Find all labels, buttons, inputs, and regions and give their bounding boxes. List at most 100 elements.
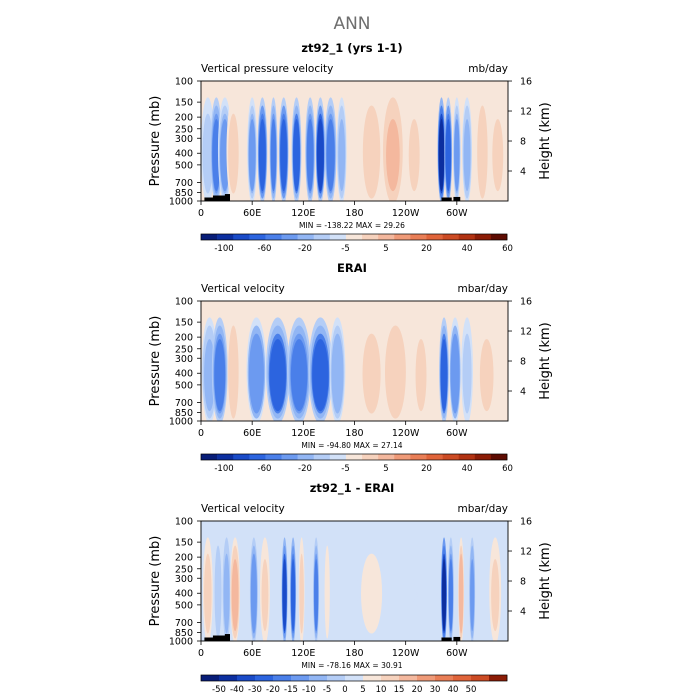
colorbar-swatch: [453, 675, 472, 681]
topography: [453, 196, 461, 201]
topography: [224, 634, 230, 641]
x-tick-label: 60E: [243, 208, 261, 219]
colorbar-label: 15: [394, 685, 405, 695]
topography: [224, 194, 230, 201]
y-tick-label: 700: [175, 618, 193, 629]
colorbar-swatch: [345, 454, 363, 460]
field-cell: [258, 119, 266, 192]
y-tick-label: 300: [175, 134, 193, 145]
x-tick-label: 120E: [291, 428, 315, 439]
x-tick-label: 60W: [446, 428, 468, 439]
x-tick-label: 180: [345, 428, 363, 439]
colorbar-frame: [200, 674, 508, 682]
height-tick-label: 4: [520, 167, 526, 178]
colorbar-label: 5: [383, 464, 388, 474]
field-cell: [448, 559, 453, 632]
colorbar-label: -5: [341, 244, 349, 254]
y-tick-label: 100: [175, 297, 193, 308]
height-tick-label: 4: [520, 387, 526, 398]
panel-title: zt92_1 - ERAI: [310, 481, 395, 496]
field-cell: [325, 559, 330, 632]
y-tick-label: 850: [175, 188, 193, 199]
field-cell: [306, 119, 314, 192]
field-cell: [470, 559, 475, 632]
height-tick-label: 16: [520, 297, 532, 308]
colorbar-swatch: [291, 675, 310, 681]
colorbar-swatch: [265, 454, 282, 460]
field-cell: [270, 119, 277, 192]
colorbar-swatch: [329, 234, 347, 240]
colorbar-swatch: [273, 675, 292, 681]
x-tick-label: 120E: [291, 648, 315, 659]
x-tick-label: 180: [345, 648, 363, 659]
topography: [212, 635, 230, 641]
topography: [212, 195, 230, 201]
x-tick-label: 0: [198, 208, 204, 219]
colorbar-swatch: [345, 234, 363, 240]
colorbar-label: 50: [466, 685, 477, 695]
colorbar-swatch: [219, 675, 238, 681]
colorbar-label: -60: [258, 464, 272, 474]
colorbar-swatch: [249, 454, 266, 460]
y-tick-label: 100: [175, 517, 193, 528]
field-cell: [314, 559, 319, 632]
field-cell: [312, 339, 329, 412]
colorbar-label: -5: [341, 464, 349, 474]
field-cell: [440, 339, 448, 412]
field-cell: [387, 339, 404, 412]
field-cell: [282, 559, 287, 632]
x-tick-label: 0: [198, 648, 204, 659]
y-axis-label: Pressure (mb): [148, 536, 163, 627]
height-tick-label: 8: [520, 357, 526, 368]
field-cell: [478, 119, 487, 192]
colorbar-swatch: [201, 234, 218, 240]
y-tick-label: 150: [175, 538, 193, 549]
height-tick-label: 16: [520, 77, 532, 88]
colorbar-swatch: [378, 234, 395, 240]
y-tick-label: 500: [175, 600, 193, 611]
height-tick-label: 12: [520, 327, 532, 338]
colorbar-swatch: [471, 675, 490, 681]
colorbar-swatch: [297, 234, 315, 240]
colorbar-frame: [200, 233, 508, 241]
height-tick-label: 4: [520, 607, 526, 618]
height-axis-label: Height (km): [538, 322, 553, 399]
y-tick-label: 150: [175, 318, 193, 329]
colorbar-swatch: [410, 234, 427, 240]
colorbar-swatch: [381, 675, 400, 681]
colorbar-swatch: [201, 454, 218, 460]
colorbar-label: 20: [421, 244, 432, 254]
x-tick-label: 120E: [291, 208, 315, 219]
colorbar-swatch: [378, 454, 395, 460]
colorbar-swatch: [309, 675, 328, 681]
panel-title: zt92_1 (yrs 1-1): [301, 41, 402, 56]
colorbar-swatch: [474, 454, 492, 460]
y-tick-label: 500: [175, 380, 193, 391]
y-tick-label: 250: [175, 564, 193, 575]
colorbar-label: 5: [360, 685, 365, 695]
colorbar-swatch: [458, 454, 476, 460]
y-tick-label: 250: [175, 344, 193, 355]
field-cell: [326, 119, 335, 192]
y-tick-label: 150: [175, 98, 193, 109]
y-tick-label: 400: [175, 149, 193, 160]
colorbar-swatch: [458, 234, 476, 240]
x-tick-label: 60W: [446, 648, 468, 659]
colorbar-label: 30: [430, 685, 441, 695]
field-cell: [331, 339, 343, 412]
colorbar-label: -30: [248, 685, 262, 695]
colorbar-swatch: [233, 454, 250, 460]
colorbar-swatch: [394, 454, 411, 460]
field-cell: [204, 559, 212, 632]
panel-title: ERAI: [337, 261, 367, 275]
field-cell: [451, 339, 460, 412]
x-tick-label: 60E: [243, 648, 261, 659]
field-cell: [445, 119, 452, 192]
field-cell: [248, 119, 256, 192]
colorbar-frame: [200, 453, 508, 461]
field-cell: [261, 559, 269, 632]
field-cell: [363, 339, 380, 412]
colorbar-label: -5: [323, 685, 331, 695]
height-tick-label: 16: [520, 517, 532, 528]
y-tick-label: 200: [175, 553, 193, 564]
